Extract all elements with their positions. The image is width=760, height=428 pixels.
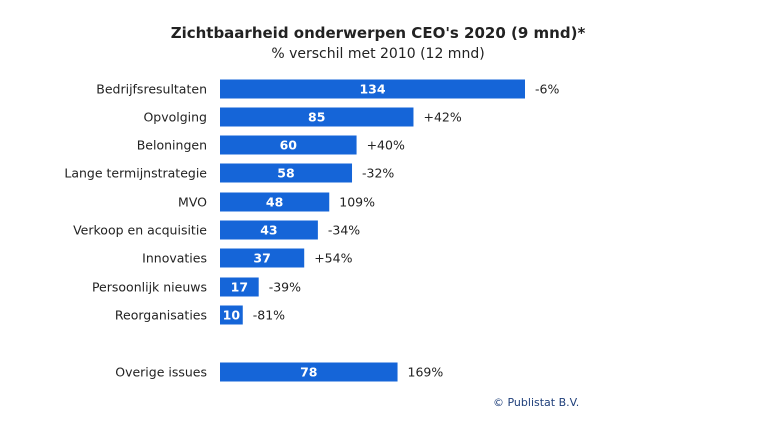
category-label: Overige issues (115, 365, 207, 380)
bar-value-label: 48 (266, 195, 283, 210)
bar (220, 163, 353, 183)
bar (220, 362, 398, 382)
category-label: Opvolging (143, 110, 207, 125)
category-label: MVO (178, 195, 207, 210)
bar-group: Bedrijfsresultaten 134 -6% Opvolging 85 +42% B… (64, 79, 559, 382)
category-label: Lange termijnstrategie (64, 166, 207, 181)
change-label: -34% (328, 223, 360, 238)
change-label: 169% (408, 365, 444, 380)
category-label: Verkoop en acquisitie (73, 223, 207, 238)
category-label: Reorganisaties (115, 308, 207, 323)
category-label: Innovaties (142, 251, 207, 266)
bar-value-label: 37 (253, 251, 270, 266)
bar-value-label: 17 (231, 280, 248, 295)
change-label: 109% (339, 195, 375, 210)
bar-value-label: 134 (359, 82, 385, 97)
bar (220, 305, 243, 325)
credit-text: © Publistat B.V. (493, 396, 579, 409)
bar-value-label: 58 (277, 166, 294, 181)
change-label: -6% (535, 82, 559, 97)
bar (220, 79, 525, 99)
bar (220, 248, 305, 268)
bar (220, 107, 414, 127)
change-label: +40% (367, 138, 405, 153)
category-label: Bedrijfsresultaten (96, 82, 207, 97)
chart-subtitle: % verschil met 2010 (12 mnd) (271, 46, 484, 62)
bar (220, 192, 330, 212)
change-label: -32% (362, 166, 394, 181)
change-label: -39% (269, 280, 301, 295)
category-label: Beloningen (137, 138, 207, 153)
change-label: +42% (423, 110, 461, 125)
bar-value-label: 85 (308, 110, 325, 125)
category-label: Persoonlijk nieuws (92, 280, 207, 295)
bar-value-label: 43 (260, 223, 277, 238)
bar-value-label: 60 (280, 138, 298, 153)
change-label: +54% (314, 251, 352, 266)
bar-value-label: 10 (223, 308, 241, 323)
bar (220, 277, 259, 297)
bar (220, 135, 357, 155)
bar-value-label: 78 (300, 365, 317, 380)
chart-title: Zichtbaarheid onderwerpen CEO's 2020 (9 … (171, 24, 586, 42)
bar (220, 220, 318, 240)
change-label: -81% (253, 308, 285, 323)
